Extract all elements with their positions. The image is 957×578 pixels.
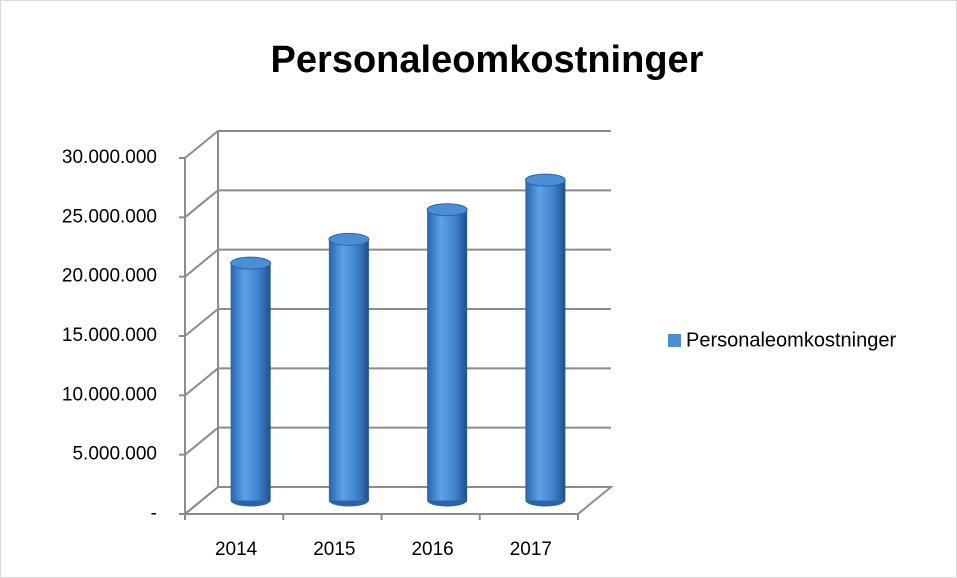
grid-line-side — [184, 248, 219, 278]
legend-swatch — [668, 334, 681, 347]
grid-line-side — [184, 189, 219, 219]
grid-line-side — [184, 486, 219, 515]
grid-line-side — [184, 308, 219, 337]
y-tick-label: - — [151, 503, 157, 524]
cylinder-top — [230, 256, 272, 270]
cylinder-top — [426, 203, 468, 217]
grid-line-side — [184, 367, 219, 397]
y-tick-label: 25.000.000 — [62, 206, 157, 227]
legend-label: Personaleomkostninger — [686, 329, 896, 351]
x-tick-label: 2016 — [411, 539, 453, 560]
bar — [525, 180, 566, 501]
y-tick-label: 15.000.000 — [62, 325, 157, 346]
y-tick-label: 20.000.000 — [62, 266, 157, 287]
grid-line-side — [184, 130, 219, 159]
bar — [427, 209, 468, 501]
bar — [230, 263, 271, 501]
chart-title: Personaleomkostninger — [271, 39, 704, 81]
cylinder-top — [524, 173, 566, 187]
y-tick-label: 5.000.000 — [72, 444, 157, 465]
x-tick-label: 2014 — [215, 539, 258, 560]
bar — [328, 239, 369, 501]
x-tick-label: 2015 — [313, 539, 355, 560]
cylinder-top — [328, 232, 370, 246]
y-tick-label: 30.000.000 — [62, 147, 157, 168]
grid-line-side — [184, 426, 219, 456]
y-tick-label: 10.000.000 — [62, 384, 157, 405]
x-tick-label: 2017 — [510, 539, 552, 560]
